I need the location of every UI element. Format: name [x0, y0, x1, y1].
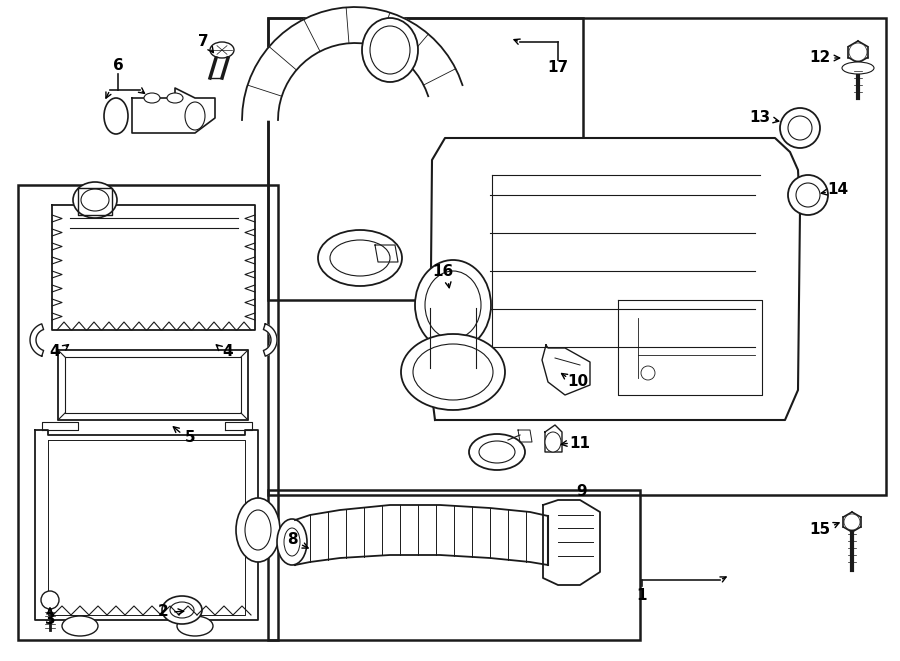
Text: 4: 4 [222, 344, 233, 360]
Text: 12: 12 [809, 50, 831, 65]
Polygon shape [35, 430, 258, 620]
Ellipse shape [479, 441, 515, 463]
Text: 13: 13 [750, 110, 770, 126]
Polygon shape [264, 324, 277, 356]
Ellipse shape [401, 334, 505, 410]
Ellipse shape [330, 240, 390, 276]
Ellipse shape [236, 498, 280, 562]
Polygon shape [375, 245, 398, 262]
Ellipse shape [362, 18, 418, 82]
Ellipse shape [41, 591, 59, 609]
Ellipse shape [177, 616, 213, 636]
Bar [797, 182, 819, 192]
Text: 10: 10 [567, 375, 589, 389]
Polygon shape [132, 88, 215, 133]
Polygon shape [430, 308, 476, 368]
Ellipse shape [167, 93, 183, 103]
Ellipse shape [144, 93, 160, 103]
Ellipse shape [469, 434, 525, 470]
Polygon shape [52, 205, 255, 330]
Ellipse shape [73, 182, 117, 218]
Text: 9: 9 [577, 485, 588, 500]
Ellipse shape [413, 344, 493, 400]
Bar [268, 18, 886, 495]
Ellipse shape [162, 596, 202, 624]
Ellipse shape [318, 230, 402, 286]
Text: 6: 6 [112, 59, 123, 73]
Polygon shape [295, 505, 548, 565]
Ellipse shape [780, 108, 820, 148]
Ellipse shape [62, 616, 98, 636]
Ellipse shape [545, 432, 561, 452]
Ellipse shape [370, 26, 410, 74]
Text: 8: 8 [287, 533, 297, 547]
Ellipse shape [104, 98, 128, 134]
Text: 4: 4 [50, 344, 60, 360]
Text: 14: 14 [827, 182, 849, 198]
Ellipse shape [277, 519, 307, 565]
Bar [18, 185, 278, 640]
Ellipse shape [245, 510, 271, 550]
Bar [268, 18, 583, 300]
Polygon shape [430, 138, 800, 420]
Polygon shape [42, 422, 78, 430]
Polygon shape [543, 500, 600, 585]
Ellipse shape [170, 602, 194, 618]
Ellipse shape [415, 260, 491, 350]
Ellipse shape [844, 514, 860, 530]
Ellipse shape [210, 42, 234, 58]
Ellipse shape [641, 366, 655, 380]
Text: 11: 11 [570, 436, 590, 451]
Bar [268, 490, 640, 640]
Polygon shape [48, 440, 245, 615]
Text: 15: 15 [809, 522, 831, 537]
Polygon shape [225, 422, 252, 430]
Polygon shape [242, 7, 463, 120]
Ellipse shape [425, 271, 481, 339]
Ellipse shape [796, 183, 820, 207]
Text: 16: 16 [432, 264, 454, 280]
Polygon shape [78, 188, 112, 215]
Polygon shape [65, 357, 241, 413]
Polygon shape [545, 425, 562, 452]
Text: 17: 17 [547, 61, 569, 75]
Polygon shape [30, 324, 43, 356]
Bar [789, 115, 811, 125]
Polygon shape [518, 430, 532, 442]
Text: 7: 7 [198, 34, 208, 50]
Text: 5: 5 [184, 430, 195, 446]
Ellipse shape [849, 43, 867, 61]
Text: 2: 2 [158, 605, 168, 619]
Ellipse shape [788, 116, 812, 140]
Ellipse shape [842, 62, 874, 74]
Ellipse shape [185, 102, 205, 130]
Text: 1: 1 [637, 588, 647, 602]
Polygon shape [58, 350, 248, 420]
Text: 3: 3 [45, 613, 55, 627]
Polygon shape [542, 345, 590, 395]
Ellipse shape [284, 528, 300, 556]
Ellipse shape [788, 175, 828, 215]
Polygon shape [618, 300, 762, 395]
Ellipse shape [81, 189, 109, 211]
